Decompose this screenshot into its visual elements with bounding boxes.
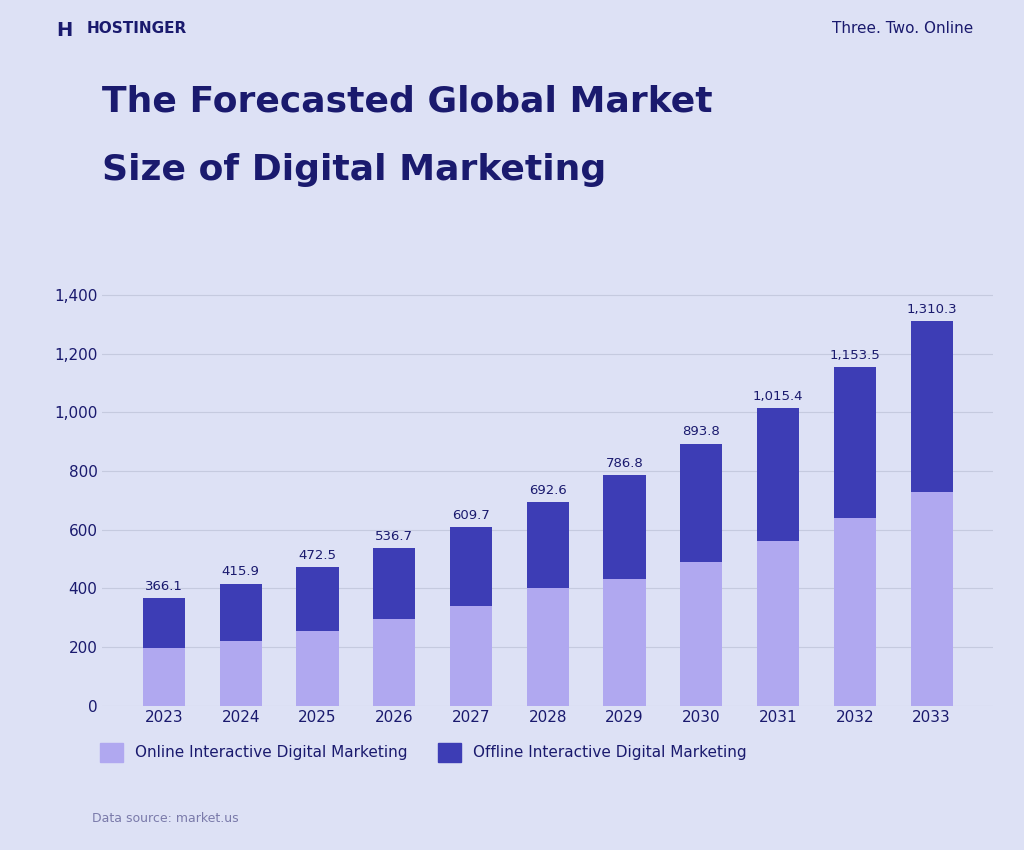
Text: Size of Digital Marketing: Size of Digital Marketing (102, 153, 606, 187)
Bar (296, 567, 339, 631)
Bar (373, 548, 416, 619)
Text: H: H (56, 21, 73, 40)
Text: 1,015.4: 1,015.4 (753, 389, 804, 403)
Bar (526, 588, 569, 706)
Bar (220, 641, 262, 706)
Text: 1,153.5: 1,153.5 (829, 349, 881, 362)
Text: Three. Two. Online: Three. Two. Online (831, 21, 973, 37)
Text: The Forecasted Global Market: The Forecasted Global Market (102, 85, 713, 119)
Bar (757, 408, 800, 541)
Text: 1,310.3: 1,310.3 (906, 303, 957, 316)
Text: 692.6: 692.6 (529, 484, 566, 497)
Bar (680, 562, 723, 706)
Bar (143, 649, 185, 705)
Bar (757, 541, 800, 706)
Bar (143, 598, 185, 649)
Text: 415.9: 415.9 (222, 565, 260, 578)
Text: 609.7: 609.7 (453, 508, 489, 522)
Text: 786.8: 786.8 (606, 456, 643, 469)
Bar (373, 619, 416, 706)
Bar (834, 367, 876, 518)
Text: Data source: market.us: Data source: market.us (92, 812, 239, 824)
Bar (526, 502, 569, 588)
Text: 536.7: 536.7 (376, 530, 414, 543)
Text: 893.8: 893.8 (683, 425, 720, 439)
Text: 472.5: 472.5 (299, 549, 337, 562)
Bar (450, 527, 493, 606)
Bar (603, 580, 646, 706)
Bar (296, 631, 339, 706)
Bar (220, 584, 262, 641)
Text: HOSTINGER: HOSTINGER (87, 21, 187, 37)
Bar (834, 518, 876, 706)
Bar (450, 606, 493, 706)
Legend: Online Interactive Digital Marketing, Offline Interactive Digital Marketing: Online Interactive Digital Marketing, Of… (99, 743, 746, 762)
Bar (680, 444, 723, 562)
Bar (910, 321, 952, 491)
Text: 366.1: 366.1 (145, 580, 183, 593)
Bar (603, 475, 646, 580)
Bar (910, 491, 952, 706)
